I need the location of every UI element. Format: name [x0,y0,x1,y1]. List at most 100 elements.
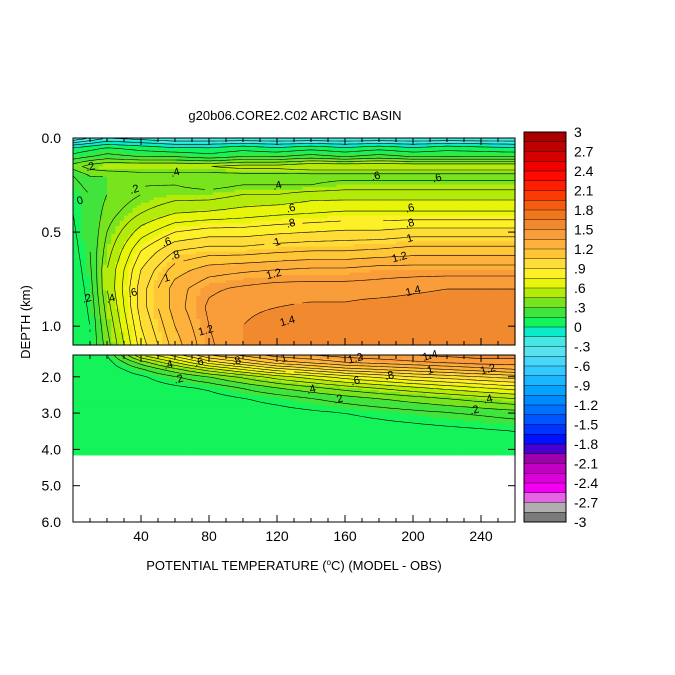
upper-heatmap-cell [298,192,304,196]
upper-heatmap-cell [340,150,346,155]
upper-heatmap-cell [81,140,87,144]
upper-heatmap-cell [379,192,384,196]
upper-heatmap-cell [145,143,151,147]
upper-heatmap-cell [383,174,389,178]
upper-heatmap-cell [285,200,291,204]
upper-heatmap-cell [396,150,401,155]
upper-heatmap-cell [311,187,316,191]
upper-heatmap-cell [128,205,134,209]
upper-heatmap-cell [328,200,333,204]
upper-heatmap-cell [400,202,406,206]
upper-heatmap-cell [379,176,384,180]
upper-heatmap-cell [459,179,465,183]
upper-heatmap-cell [213,194,219,199]
upper-heatmap-cell [430,143,435,147]
upper-heatmap-cell [158,169,163,173]
upper-heatmap-cell [353,176,359,180]
upper-heatmap-cell [102,148,108,152]
upper-heatmap-cell [349,158,355,162]
upper-heatmap-cell [213,148,219,152]
upper-heatmap-cell [506,148,512,152]
upper-heatmap-cell [204,200,210,204]
upper-heatmap-cell [370,156,376,160]
upper-heatmap-cell [357,138,363,142]
upper-heatmap-cell [234,192,240,196]
upper-heatmap-cell [243,181,248,186]
upper-heatmap-cell [124,181,129,186]
upper-heatmap-cell [85,200,91,204]
upper-heatmap-cell [281,174,287,178]
upper-heatmap-cell [345,171,350,175]
upper-heatmap-cell [374,189,380,193]
upper-heatmap-cell [306,194,312,199]
upper-heatmap-cell [158,192,163,196]
upper-heatmap-cell [192,166,197,170]
upper-heatmap-cell [391,194,397,199]
upper-heatmap-cell [464,138,469,142]
upper-heatmap-cell [94,158,100,162]
upper-heatmap-cell [328,140,333,144]
upper-heatmap-cell [260,181,265,186]
upper-heatmap-cell [387,150,393,155]
upper-heatmap-cell [472,148,478,152]
upper-heatmap-cell [111,194,117,199]
upper-heatmap-cell [107,138,112,142]
upper-heatmap-cell [272,143,278,147]
upper-heatmap-cell [158,143,163,147]
upper-heatmap-cell [485,189,491,193]
upper-heatmap-cell [396,156,401,160]
upper-heatmap-cell [379,184,384,188]
upper-heatmap-cell [396,197,401,201]
upper-heatmap-cell [102,189,108,193]
upper-heatmap-cell [217,197,223,201]
upper-heatmap-cell [234,143,240,147]
upper-heatmap-cell [196,176,202,180]
upper-heatmap-cell [226,200,231,204]
upper-heatmap-cell [162,156,168,160]
upper-heatmap-cell [374,150,380,155]
upper-heatmap-cell [408,189,414,193]
upper-heatmap-cell [506,187,512,191]
upper-heatmap-cell [234,140,240,144]
upper-heatmap-cell [340,148,346,152]
upper-heatmap-cell [455,163,461,168]
upper-heatmap-cell [408,161,414,165]
upper-heatmap-cell [345,179,350,183]
upper-heatmap-cell [85,153,91,157]
upper-heatmap-cell [128,166,134,170]
upper-heatmap-cell [498,156,503,160]
upper-heatmap-cell [264,181,270,186]
upper-heatmap-cell [238,192,244,196]
upper-heatmap-cell [468,161,474,165]
upper-heatmap-cell [268,138,274,142]
upper-heatmap-cell [294,197,299,201]
upper-heatmap-cell [336,184,342,188]
upper-heatmap-cell [417,161,423,165]
upper-heatmap-cell [221,171,227,175]
upper-heatmap-cell [285,187,291,191]
upper-heatmap-cell [294,169,299,173]
upper-heatmap-cell [357,200,363,204]
upper-heatmap-cell [226,166,231,170]
upper-heatmap-cell [247,143,253,147]
upper-heatmap-cell [243,187,248,191]
upper-heatmap-cell [200,189,206,193]
upper-heatmap-cell [298,161,304,165]
upper-heatmap-cell [175,200,180,204]
upper-heatmap-cell [421,184,427,188]
upper-heatmap-cell [413,143,418,147]
upper-heatmap-cell [404,179,410,183]
upper-heatmap-cell [281,169,287,173]
upper-heatmap-cell [417,181,423,186]
upper-heatmap-cell [374,156,380,160]
upper-heatmap-cell [400,192,406,196]
upper-heatmap-cell [141,150,146,155]
upper-heatmap-cell [447,140,452,144]
upper-heatmap-cell [128,184,134,188]
upper-heatmap-cell [451,169,457,173]
upper-heatmap-cell [430,200,435,204]
upper-heatmap-cell [102,184,108,188]
upper-heatmap-cell [345,174,350,178]
upper-heatmap-cell [319,176,325,180]
upper-heatmap-cell [128,143,134,147]
